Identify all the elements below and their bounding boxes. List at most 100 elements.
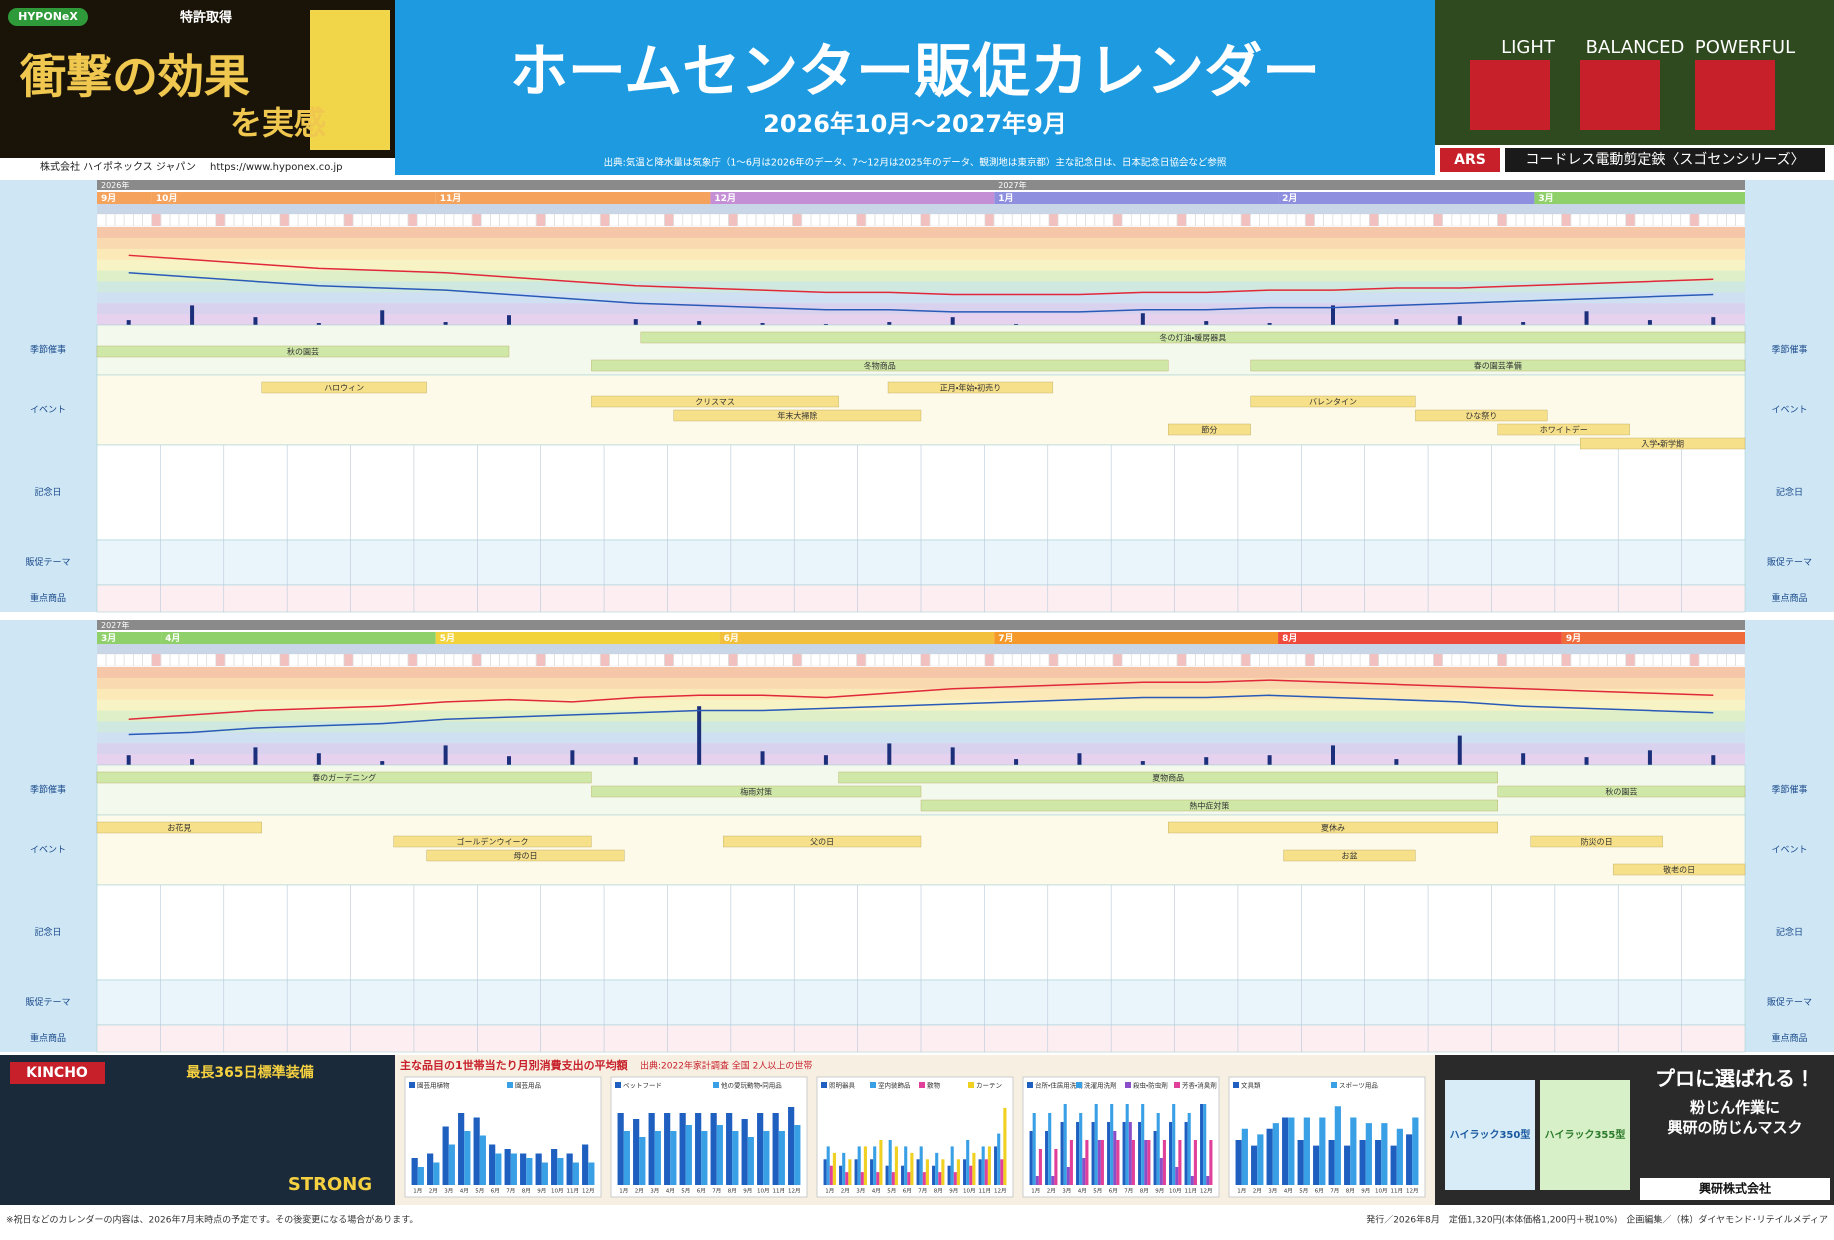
bar	[950, 1146, 954, 1185]
month-band	[710, 192, 995, 204]
event-bar	[591, 395, 839, 408]
day-cell	[371, 213, 381, 227]
temp-band	[97, 667, 1745, 679]
day-cell	[774, 213, 784, 227]
legend-label: カーテン	[976, 1082, 1002, 1090]
day-cell	[481, 653, 491, 667]
day-cell	[1717, 213, 1727, 227]
event-label: 熱中症対策	[1189, 801, 1229, 811]
bar	[726, 1113, 733, 1185]
legend-swatch	[1076, 1082, 1082, 1088]
day-cell	[160, 213, 170, 227]
rain-bar	[190, 759, 195, 765]
day-cell	[893, 213, 903, 227]
day-cell	[756, 213, 766, 227]
bar	[947, 1165, 951, 1185]
x-tick-label: 10月	[1375, 1188, 1388, 1195]
day-cell	[1140, 653, 1150, 667]
day-cell	[225, 213, 234, 227]
month-label: 3月	[1538, 193, 1553, 204]
rain-bar	[1331, 745, 1335, 765]
day-cell	[627, 213, 637, 227]
low-temp-line	[128, 694, 1714, 736]
legend-label: 園芸用植物	[417, 1081, 450, 1090]
day-cell	[124, 653, 134, 667]
day-cell	[939, 653, 949, 667]
day-cell	[344, 213, 354, 227]
x-tick-label: 11月	[1185, 1188, 1198, 1195]
temp-band	[97, 248, 1745, 260]
day-cell	[1241, 653, 1251, 667]
year-strip	[97, 620, 1745, 630]
ad-sub: 興研の防じんマスク	[1667, 1119, 1802, 1137]
x-tick-label: 9月	[1155, 1188, 1164, 1195]
bar	[916, 1159, 920, 1185]
day-cell	[371, 653, 381, 667]
day-cell	[829, 653, 839, 667]
day-cell	[1634, 653, 1644, 667]
month-label: 5月	[440, 633, 455, 644]
month-label: 6月	[724, 633, 739, 644]
bar	[978, 1159, 982, 1185]
day-cell	[1351, 213, 1361, 227]
row-label: イベント	[30, 406, 66, 416]
day-cell	[930, 213, 939, 227]
x-tick-label: 2月	[429, 1188, 438, 1195]
bar	[788, 1107, 795, 1185]
bar	[1288, 1117, 1295, 1185]
bar	[582, 1144, 589, 1185]
day-cell	[1543, 653, 1553, 667]
temp-band	[97, 292, 1745, 304]
day-cell	[600, 653, 610, 667]
bar	[633, 1119, 640, 1185]
day-cell	[463, 653, 473, 667]
bar	[535, 1153, 542, 1185]
day-cell	[389, 213, 399, 227]
row-label: 季節催事	[30, 344, 66, 356]
rain-bar	[570, 750, 575, 765]
day-cell	[362, 653, 372, 667]
x-tick-label: 12月	[582, 1188, 595, 1195]
ad-headline: 最長365日標準装備	[186, 1064, 313, 1081]
day-cell	[435, 213, 445, 227]
event-label: 防災の日	[1581, 837, 1613, 847]
bar	[1144, 1140, 1148, 1185]
day-cell	[96, 213, 106, 227]
day-cell	[536, 213, 546, 227]
rain-bar	[1711, 317, 1716, 325]
bar	[763, 1131, 770, 1185]
bar	[747, 1137, 754, 1185]
day-cell	[1030, 653, 1040, 667]
day-cell	[719, 653, 729, 667]
day-cell	[362, 213, 372, 227]
event-bar	[1250, 395, 1416, 408]
day-cell	[1085, 213, 1095, 227]
day-cell	[1415, 653, 1425, 667]
x-tick-label: 1月	[619, 1188, 628, 1195]
event-bar	[1612, 863, 1746, 876]
day-cell	[96, 653, 106, 667]
bar	[832, 1152, 836, 1185]
month-band	[435, 192, 711, 204]
day-cell	[865, 653, 875, 667]
day-cell	[545, 653, 555, 667]
bar	[1257, 1134, 1264, 1185]
x-tick-label: 3月	[444, 1188, 453, 1195]
row-label: 季節催事	[30, 784, 66, 796]
bar	[1035, 1176, 1039, 1185]
year-label: 2026年	[101, 180, 129, 190]
day-cell	[1671, 213, 1681, 227]
day-cell	[792, 213, 802, 227]
temp-band	[97, 710, 1745, 722]
bar	[741, 1119, 748, 1185]
day-cell	[710, 653, 720, 667]
day-cell	[398, 653, 408, 667]
day-cell	[1177, 653, 1187, 667]
day-cell	[279, 213, 289, 227]
day-cell	[124, 213, 134, 227]
day-cell	[1314, 653, 1324, 667]
bar	[854, 1159, 858, 1185]
day-cell	[1351, 653, 1361, 667]
day-cell	[1580, 213, 1590, 227]
day-cell	[490, 213, 500, 227]
